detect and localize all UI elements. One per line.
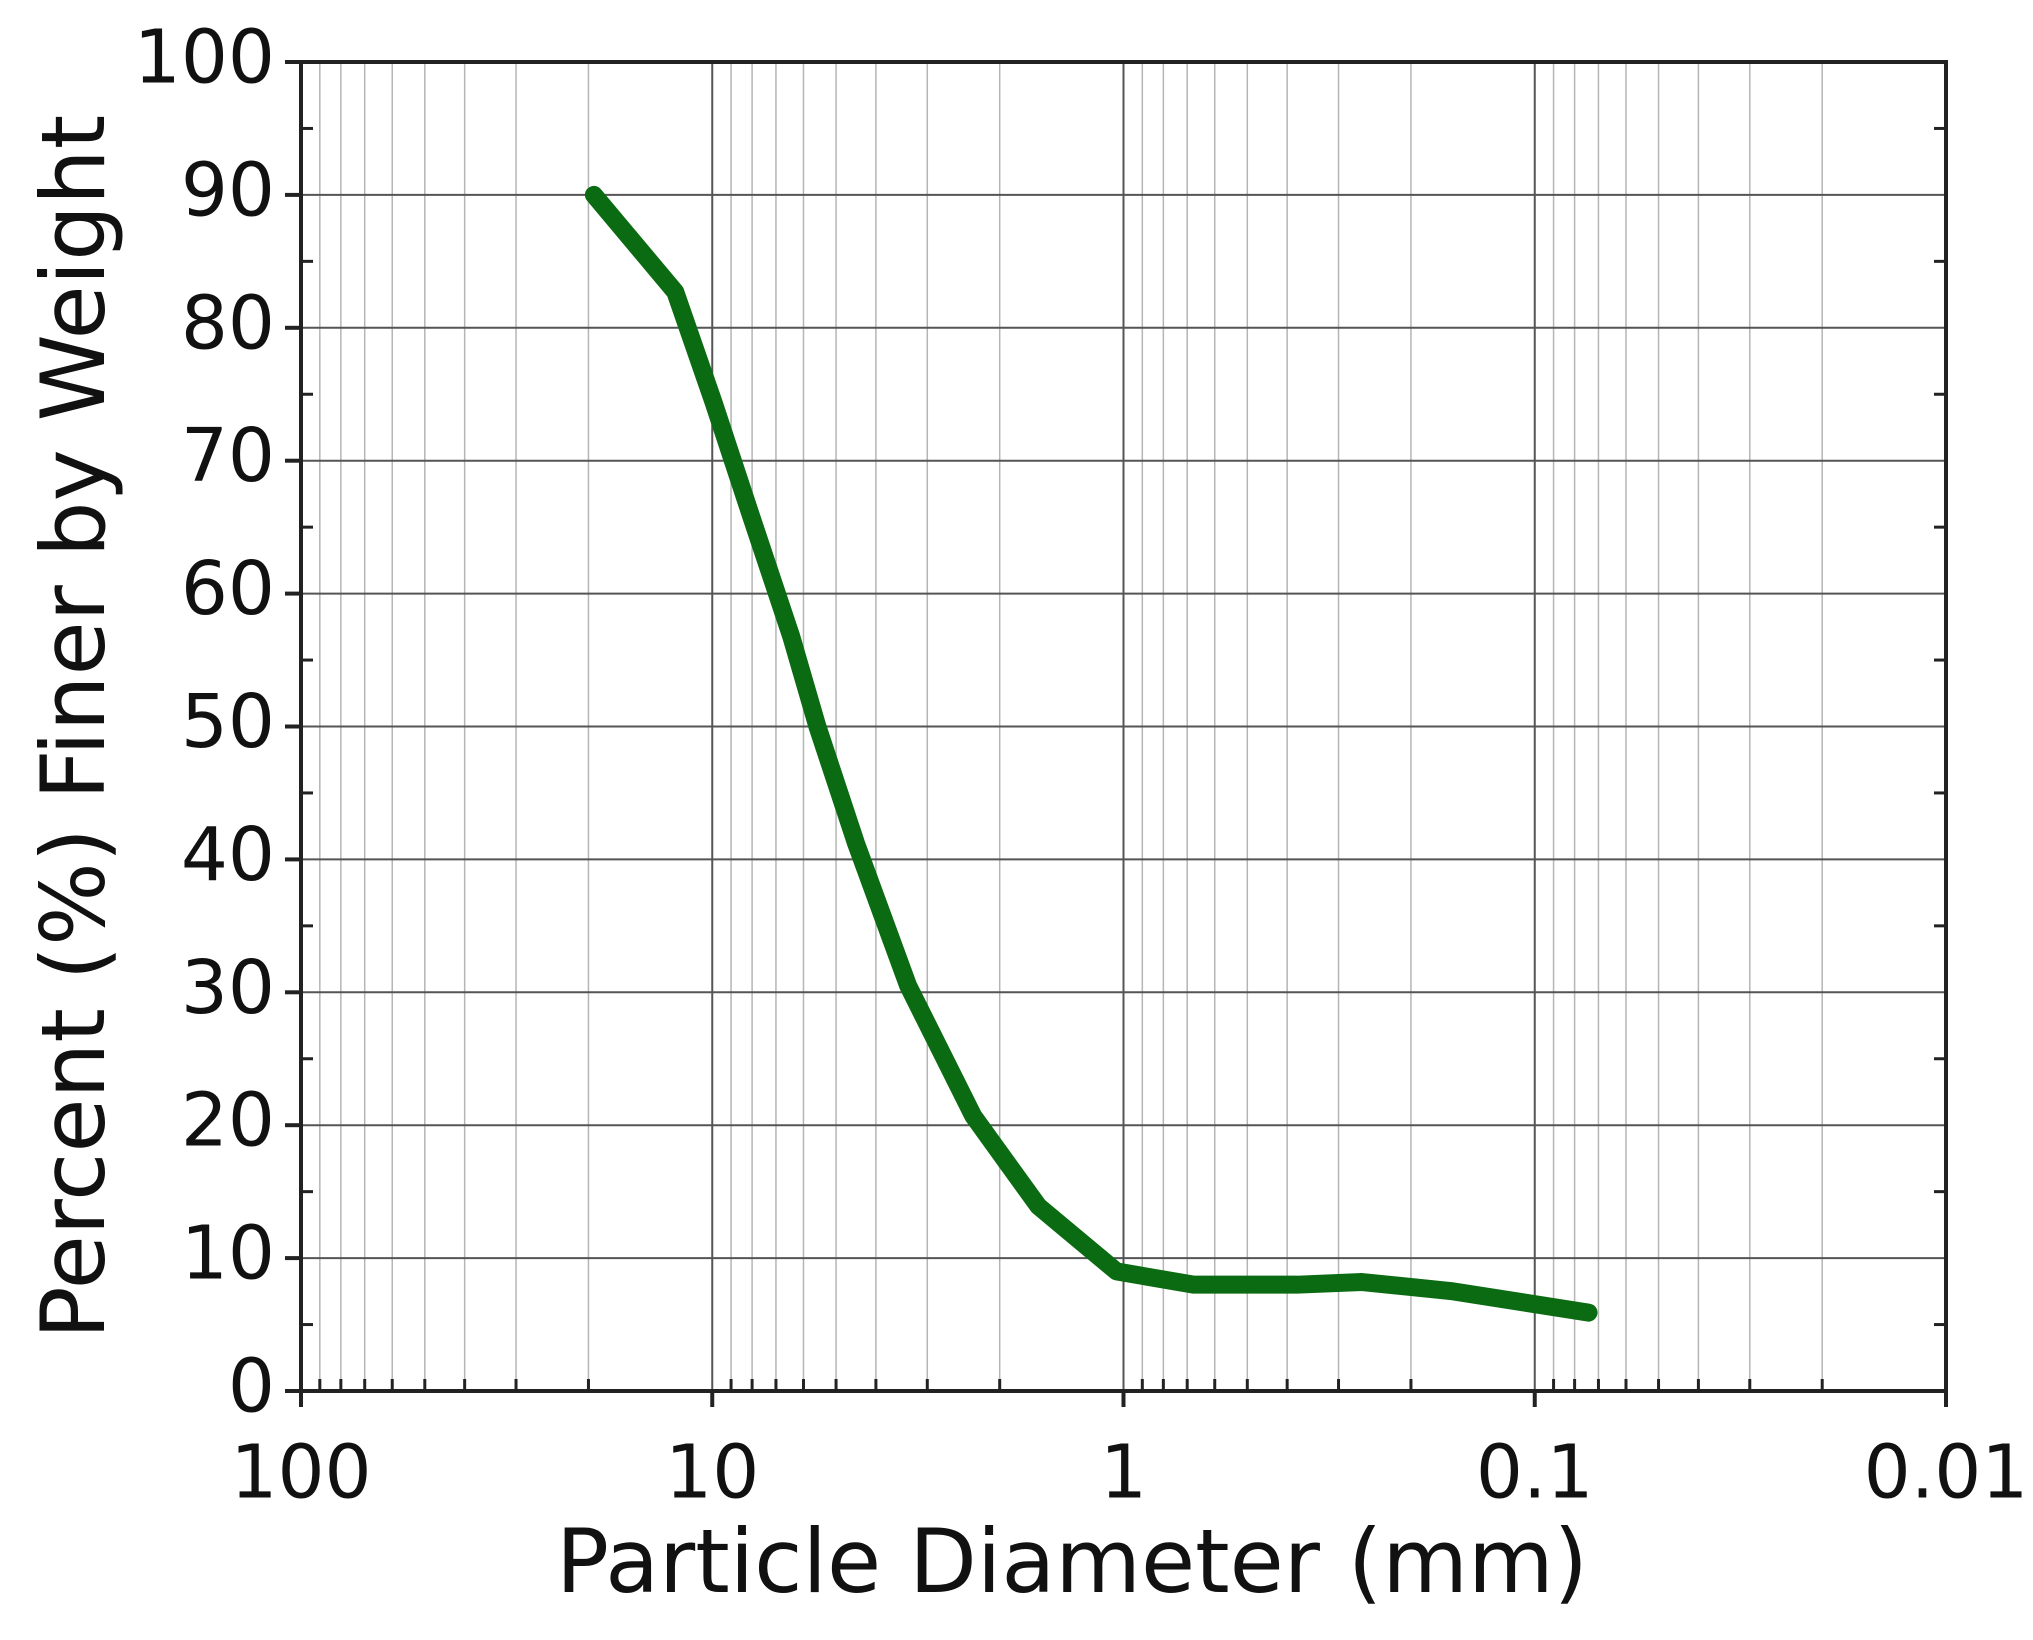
x-axis-title: Particle Diameter (mm) [556, 1510, 1588, 1613]
x-tick-label: 1 [1100, 1430, 1147, 1516]
y-tick-label: 80 [181, 280, 275, 366]
y-tick-label: 10 [181, 1211, 275, 1297]
y-tick-label: 70 [181, 413, 275, 499]
x-tick-label: 0.1 [1476, 1430, 1594, 1516]
y-tick-label: 20 [181, 1078, 275, 1164]
y-axis-title: Percent (%) Finer by Weight [22, 115, 125, 1340]
y-tick-label: 50 [181, 679, 275, 765]
y-tick-label: 40 [181, 812, 275, 898]
x-tick-label: 10 [665, 1430, 759, 1516]
y-tick-label: 100 [134, 15, 275, 101]
x-tick-label: 0.01 [1864, 1430, 2029, 1516]
y-tick-label: 30 [181, 945, 275, 1031]
y-tick-label: 60 [181, 546, 275, 632]
x-tick-label: 100 [230, 1430, 371, 1516]
plot-frame [299, 60, 1948, 1393]
y-tick-label: 0 [228, 1344, 275, 1430]
y-tick-label: 90 [181, 147, 275, 233]
data-line [584, 185, 1598, 1322]
